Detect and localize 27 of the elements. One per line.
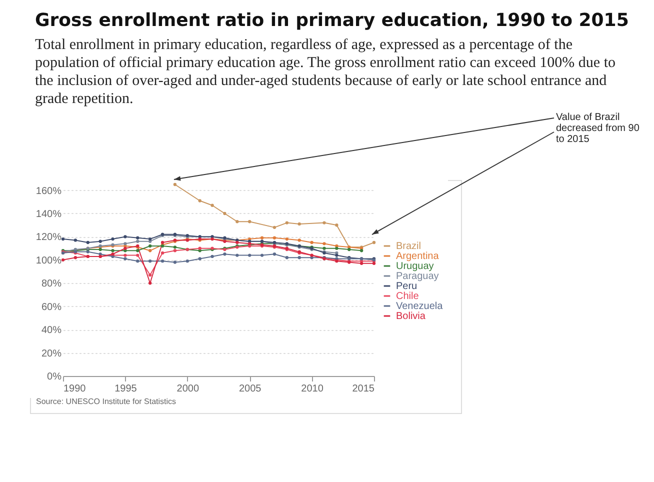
legend-label: Venezuela [396, 301, 444, 312]
x-tick-label: 2010 [301, 384, 324, 394]
legend-label: Chile [396, 291, 420, 302]
y-tick-label: 100% [36, 255, 62, 266]
y-tick-label: 120% [36, 232, 62, 244]
legend-label: Brazil [396, 241, 422, 252]
y-tick-label: 60% [41, 302, 62, 313]
x-tick-label: 1990 [64, 384, 86, 394]
legend-label: Uruguay [396, 261, 434, 272]
y-tick-label: 0% [47, 372, 62, 382]
x-tick-label: 2015 [352, 384, 375, 394]
y-tick-label: 80% [41, 278, 62, 290]
legend-label: Peru [396, 281, 418, 292]
legend-label: Argentina [396, 251, 440, 262]
legend-label: Paraguay [396, 271, 439, 282]
chart-subtitle: Total enrollment in primary education, regardless of age, expressed as a percentage of the population of official primary education age. The gross enrollment ratio can exceed 100% due to the inclusion of over-aged and under-aged students because of early or late school entrance and grade repetition. [35, 36, 617, 108]
y-tick-label: 160% [36, 186, 62, 197]
annotation: Value of Brazil decreased from 90 to 2015 [556, 112, 640, 145]
source-note: Source: UNESCO Institute for Statistics [36, 397, 176, 406]
x-tick-label: 2005 [238, 384, 262, 394]
y-tick-label: 40% [41, 325, 62, 336]
y-tick-label: 140% [36, 209, 62, 220]
chart-title: Gross enrollment ratio in primary education, 1990 to 2015 [35, 10, 630, 31]
x-tick-label: 1995 [114, 384, 138, 394]
y-tick-label: 20% [41, 348, 62, 360]
legend-label: Bolivia [396, 311, 426, 322]
x-tick-label: 2000 [176, 384, 200, 394]
